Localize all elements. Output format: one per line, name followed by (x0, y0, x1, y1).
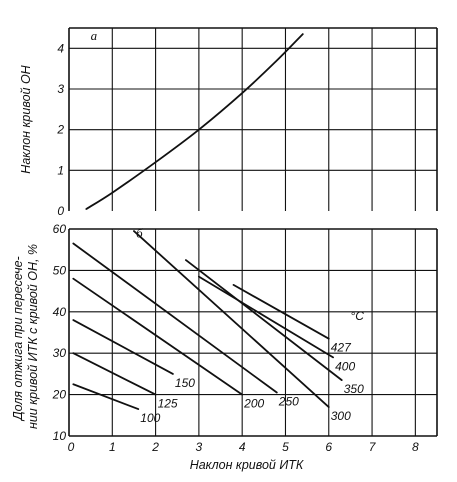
panel-b-y-axis-label-line-2: нии кривой ИТК с кривой ОН, % (26, 244, 40, 429)
temperature-label-150: 150 (175, 376, 195, 390)
panel-b-x-tick-label: 8 (412, 440, 419, 454)
panel-a-y-tick-label: 3 (57, 82, 64, 96)
temperature-label-300: 300 (331, 409, 351, 423)
panel-b-x-tick-labels: 0 1 2 3 4 5 6 7 8 (68, 440, 419, 454)
temperature-label-427: 427 (331, 341, 352, 355)
panel-b-y-tick-label: 60 (53, 222, 67, 236)
temperature-label-400: 400 (335, 359, 355, 373)
panel-b-x-tick-label: 7 (369, 440, 377, 454)
panel-b-x-tick-label: 0 (68, 440, 75, 454)
temperature-label-200: 200 (243, 397, 264, 411)
panel-a-y-axis-label: Наклон кривой ОН (19, 64, 33, 173)
temperature-line-200 (72, 277, 244, 396)
panel-b-x-tick-label: 5 (282, 440, 289, 454)
panel-b-temperature-lines (72, 230, 343, 410)
panel-a-y-tick-label: 0 (57, 204, 64, 218)
panel-a-curves (85, 33, 304, 210)
panel-b-y-axis-label: Доля отжига при пересече- нии кривой ИТК… (11, 244, 40, 429)
panel-b-y-tick-label: 30 (53, 346, 67, 360)
panel-a-label: а (91, 28, 98, 43)
temperature-line-300 (133, 230, 330, 408)
panel-b-grid (69, 229, 437, 436)
panel-a-grid (69, 28, 437, 211)
temperature-unit-label: °С (350, 309, 364, 323)
temperature-label-350: 350 (344, 382, 364, 396)
temperature-label-125: 125 (158, 397, 178, 411)
panel-a-slope-on: 0 1 2 3 4 а Наклон кривой ОН (19, 27, 438, 218)
temperature-line-150 (72, 319, 174, 375)
panel-b-label: б (136, 225, 143, 240)
panel-a-slope-curve (85, 33, 304, 210)
panel-b-x-tick-label: 3 (196, 440, 203, 454)
panel-a-y-tick-labels: 0 1 2 3 4 (56, 41, 64, 218)
panel-b-x-tick-label: 6 (325, 440, 332, 454)
panel-a-y-tick-label: 1 (57, 163, 64, 177)
temperature-label-250: 250 (278, 395, 299, 409)
panel-a-y-tick-label: 2 (56, 123, 64, 137)
temperature-line-100 (72, 383, 140, 410)
temperature-label-100: 100 (140, 411, 160, 425)
panel-b-y-tick-label: 40 (53, 305, 67, 319)
temperature-line-250 (72, 242, 278, 394)
panel-b-y-tick-label: 50 (53, 263, 67, 277)
temperature-line-400 (197, 275, 334, 359)
panel-b-y-tick-label: 20 (52, 388, 67, 402)
panel-b-y-tick-label: 10 (53, 429, 67, 443)
panel-b-x-axis-label: Наклон кривой ИТК (190, 458, 304, 472)
panel-b-y-axis-label-line-1: Доля отжига при пересече- (11, 256, 25, 422)
panel-b-x-tick-label: 1 (109, 440, 116, 454)
temperature-line-350 (184, 259, 343, 382)
panel-b-x-tick-label: 4 (239, 440, 246, 454)
temperature-line-427 (232, 283, 330, 340)
temperature-line-125 (72, 352, 157, 396)
panel-a-y-tick-label: 4 (57, 41, 64, 55)
panel-b-y-tick-labels: 10 20 30 40 50 60 (52, 222, 67, 443)
panel-b-x-tick-label: 2 (151, 440, 159, 454)
